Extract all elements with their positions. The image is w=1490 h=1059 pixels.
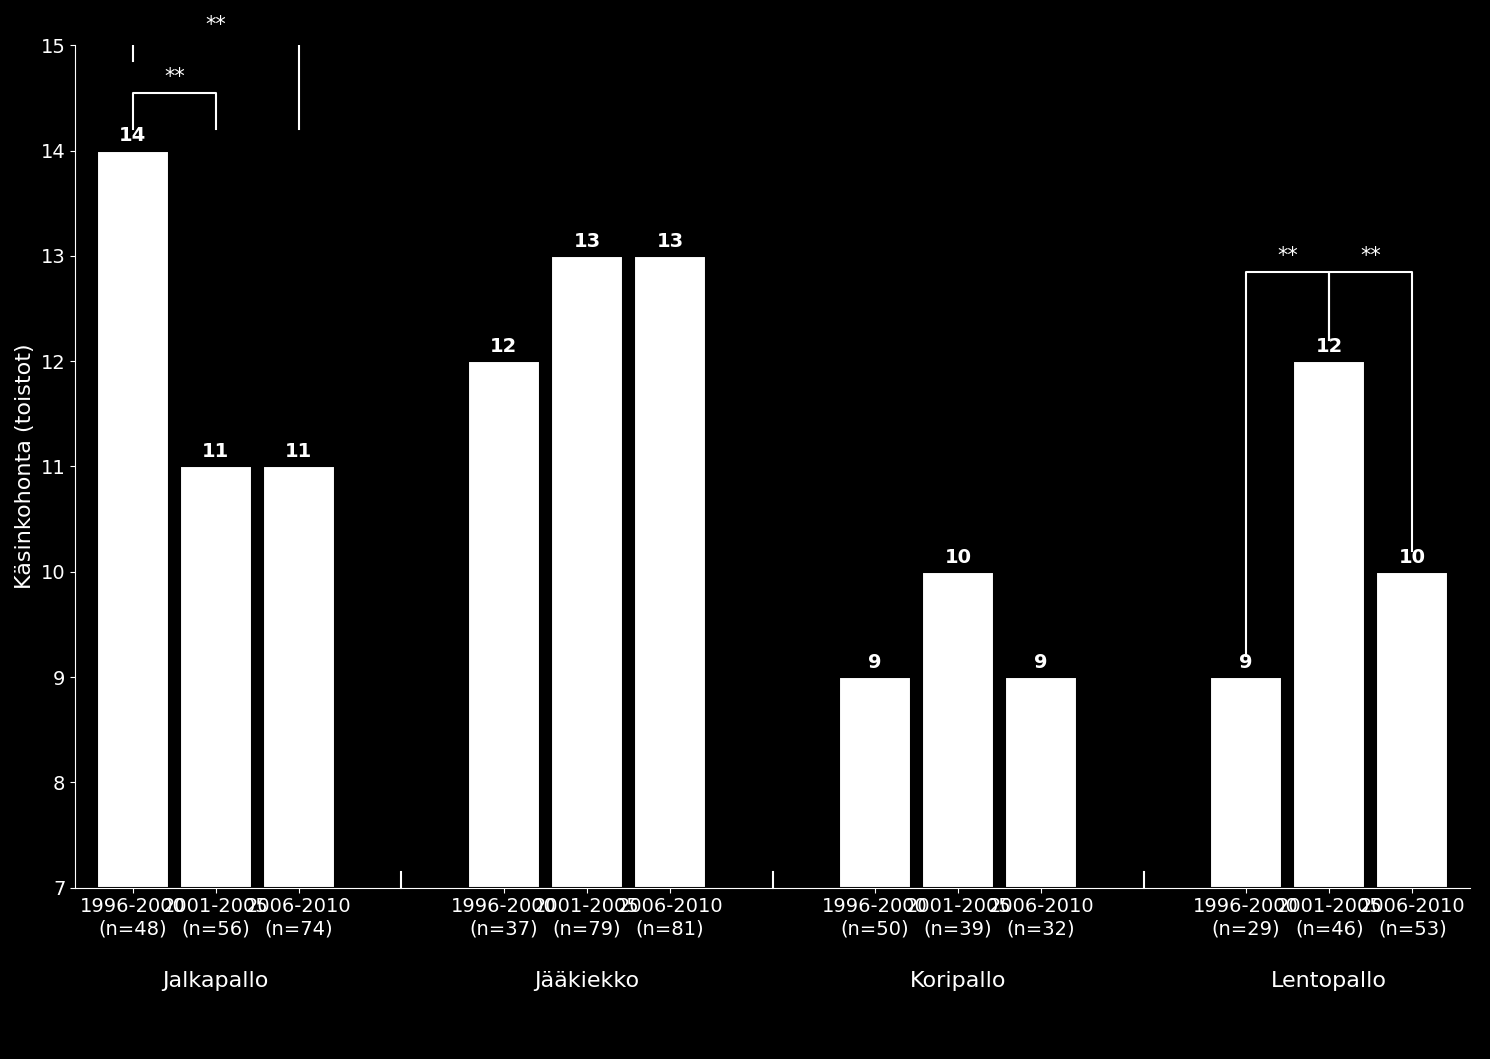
Text: 12: 12 bbox=[490, 337, 517, 356]
Text: **: ** bbox=[1360, 247, 1381, 267]
Text: Koripallo: Koripallo bbox=[910, 971, 1006, 991]
Text: 9: 9 bbox=[1034, 652, 1047, 671]
Text: Jalkapallo: Jalkapallo bbox=[162, 971, 270, 991]
Bar bbox=[468, 361, 539, 887]
Bar bbox=[1210, 677, 1281, 887]
Bar bbox=[635, 256, 706, 887]
Text: **: ** bbox=[1277, 247, 1298, 267]
Text: Lentopallo: Lentopallo bbox=[1271, 971, 1387, 991]
Text: 10: 10 bbox=[945, 548, 971, 567]
Text: 11: 11 bbox=[285, 443, 313, 461]
Bar bbox=[839, 677, 910, 887]
Text: 14: 14 bbox=[119, 126, 146, 145]
Bar bbox=[1006, 677, 1077, 887]
Text: **: ** bbox=[206, 15, 226, 35]
Bar bbox=[1377, 572, 1448, 887]
Y-axis label: Käsinkohonta (toistot): Käsinkohonta (toistot) bbox=[15, 343, 34, 589]
Bar bbox=[922, 572, 994, 887]
Text: 9: 9 bbox=[1240, 652, 1253, 671]
Text: Jääkiekko: Jääkiekko bbox=[535, 971, 639, 991]
Text: 9: 9 bbox=[869, 652, 882, 671]
Bar bbox=[1293, 361, 1365, 887]
Bar bbox=[551, 256, 623, 887]
Text: 13: 13 bbox=[657, 232, 684, 251]
Bar bbox=[97, 150, 168, 887]
Text: **: ** bbox=[164, 68, 185, 87]
Text: 10: 10 bbox=[1399, 548, 1426, 567]
Bar bbox=[180, 466, 252, 887]
Text: 13: 13 bbox=[574, 232, 600, 251]
Bar bbox=[262, 466, 335, 887]
Text: 11: 11 bbox=[203, 443, 229, 461]
Text: 12: 12 bbox=[1316, 337, 1342, 356]
